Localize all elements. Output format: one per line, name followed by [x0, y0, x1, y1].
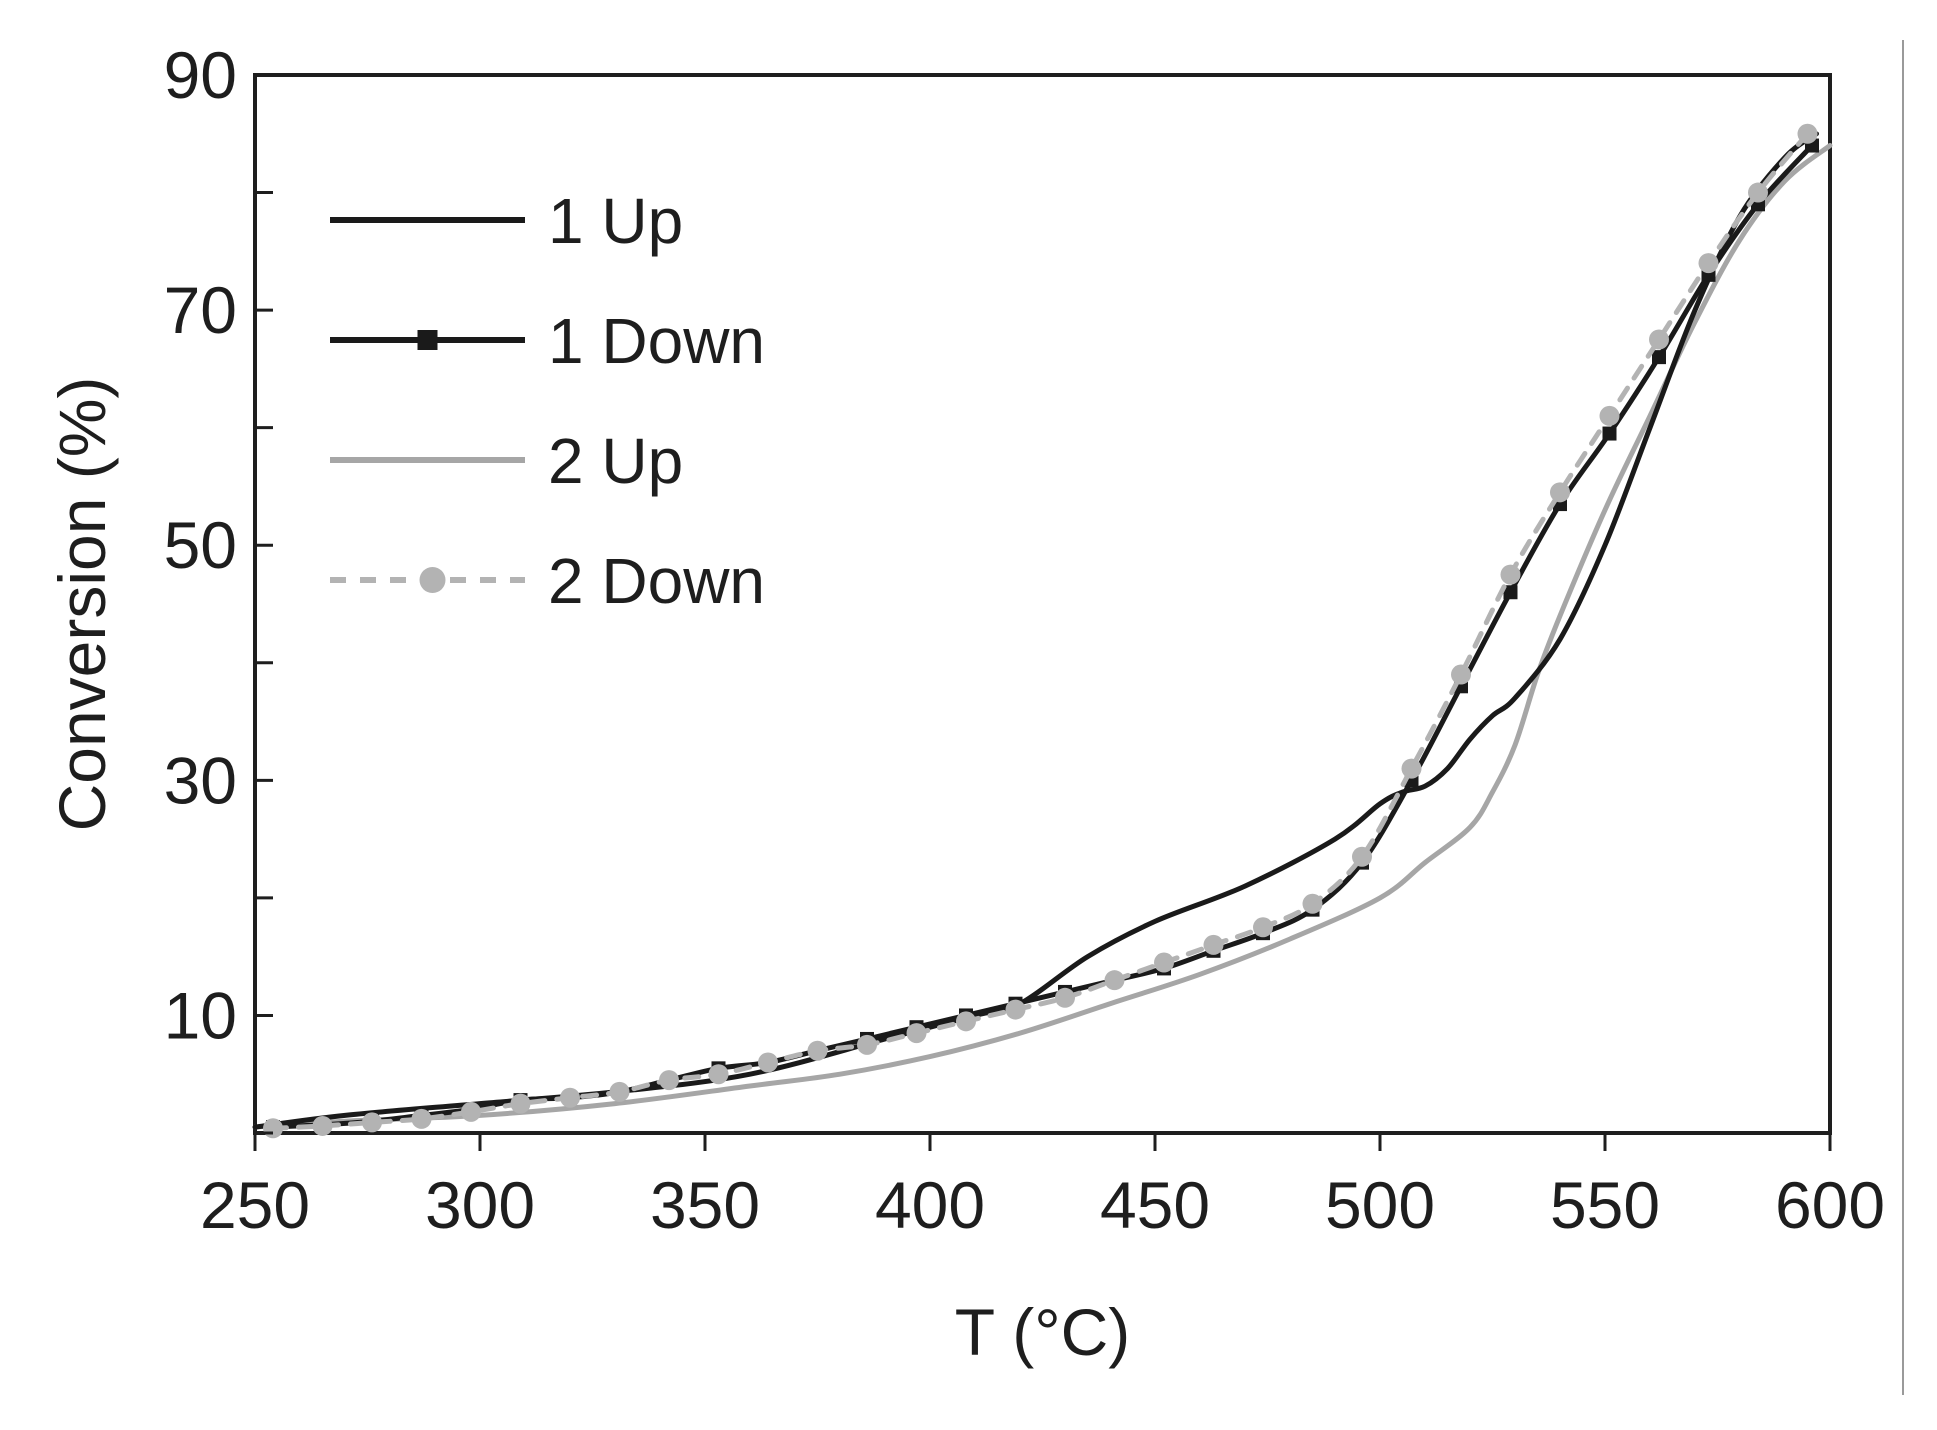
x-tick-label: 550 [1550, 1168, 1660, 1242]
legend-label-1-down: 1 Down [548, 305, 765, 377]
data-point-2-down [708, 1064, 729, 1085]
x-tick-label: 300 [425, 1168, 535, 1242]
x-tick-label: 450 [1100, 1168, 1210, 1242]
legend-item-1-up: 1 Up [330, 185, 683, 257]
data-point-2-down [659, 1070, 679, 1091]
y-tick-label: 50 [164, 508, 237, 582]
data-point-2-down [1500, 564, 1521, 585]
data-point-1-down [1602, 426, 1617, 441]
data-point-2-down [461, 1101, 481, 1122]
data-point-2-down [560, 1087, 580, 1108]
series-1-down [266, 138, 1819, 1135]
data-point-2-down [1253, 917, 1273, 938]
legend-item-1-down: 1 Down [330, 305, 765, 377]
data-point-2-down [1302, 893, 1323, 914]
legend-label-1-up: 1 Up [548, 185, 683, 257]
series-layer [252, 123, 1833, 1139]
data-point-2-down [1797, 123, 1818, 144]
legend-item-2-down: 2 Down [330, 545, 765, 617]
series-line-1-up [252, 131, 1819, 1130]
series-2-up [252, 143, 1833, 1130]
data-point-2-down [510, 1093, 531, 1114]
data-point-2-down [1005, 999, 1026, 1020]
series-1-up [252, 131, 1819, 1130]
data-point-2-down [1649, 329, 1669, 350]
data-point-1-down [1652, 350, 1666, 365]
axes: 10 30 50 70 90 250 300 350 400 450 500 550 600 [164, 38, 1885, 1242]
data-point-2-down [1748, 182, 1768, 203]
plot-area-border [253, 73, 1832, 1135]
data-point-2-down [906, 1023, 927, 1044]
y-tick-label: 90 [164, 38, 237, 112]
y-tick-label: 70 [164, 273, 237, 347]
x-tick-label: 500 [1325, 1168, 1435, 1242]
legend-marker-1-down [417, 330, 438, 350]
data-point-2-down [1154, 952, 1174, 973]
plot-frame [253, 73, 1832, 1135]
data-point-2-down [758, 1052, 778, 1073]
x-tick-label: 600 [1775, 1168, 1885, 1242]
y-tick-label: 10 [164, 978, 237, 1052]
legend-label-2-down: 2 Down [548, 545, 765, 617]
y-tick-label: 30 [164, 743, 237, 817]
legend: 1 Up 1 Down 2 Up 2 Down [330, 185, 765, 617]
y-axis-title: Conversion (%) [45, 377, 119, 832]
data-point-2-down [1203, 934, 1224, 955]
data-point-2-down [956, 1011, 976, 1032]
series-line-1-down [270, 143, 1815, 1130]
data-point-2-down [263, 1118, 283, 1139]
data-point-1-down [1503, 585, 1518, 600]
legend-item-2-up: 2 Up [330, 425, 683, 497]
data-point-2-down [1352, 846, 1372, 867]
x-tick-label: 250 [200, 1168, 310, 1242]
data-point-2-down [1055, 987, 1075, 1008]
data-point-2-down [1599, 405, 1620, 426]
data-point-2-down [312, 1115, 333, 1136]
x-axis-title: T (°C) [955, 1295, 1130, 1369]
data-point-2-down [1550, 482, 1570, 503]
series-line-2-down [270, 131, 1810, 1131]
data-point-2-down [857, 1034, 877, 1055]
data-point-2-down [1104, 970, 1125, 991]
data-point-2-down [1698, 253, 1719, 274]
data-point-2-down [609, 1081, 630, 1102]
data-point-2-down [807, 1040, 828, 1061]
legend-label-2-up: 2 Up [548, 425, 683, 497]
data-point-2-down [411, 1108, 432, 1129]
legend-marker-2-down [419, 567, 446, 593]
series-line-2-up [252, 143, 1833, 1130]
x-tick-label: 350 [650, 1168, 760, 1242]
data-point-2-down [1401, 758, 1422, 779]
data-point-2-down [1451, 664, 1471, 685]
series-2-down [263, 123, 1818, 1139]
data-point-2-down [362, 1112, 382, 1133]
x-tick-label: 400 [875, 1168, 985, 1242]
